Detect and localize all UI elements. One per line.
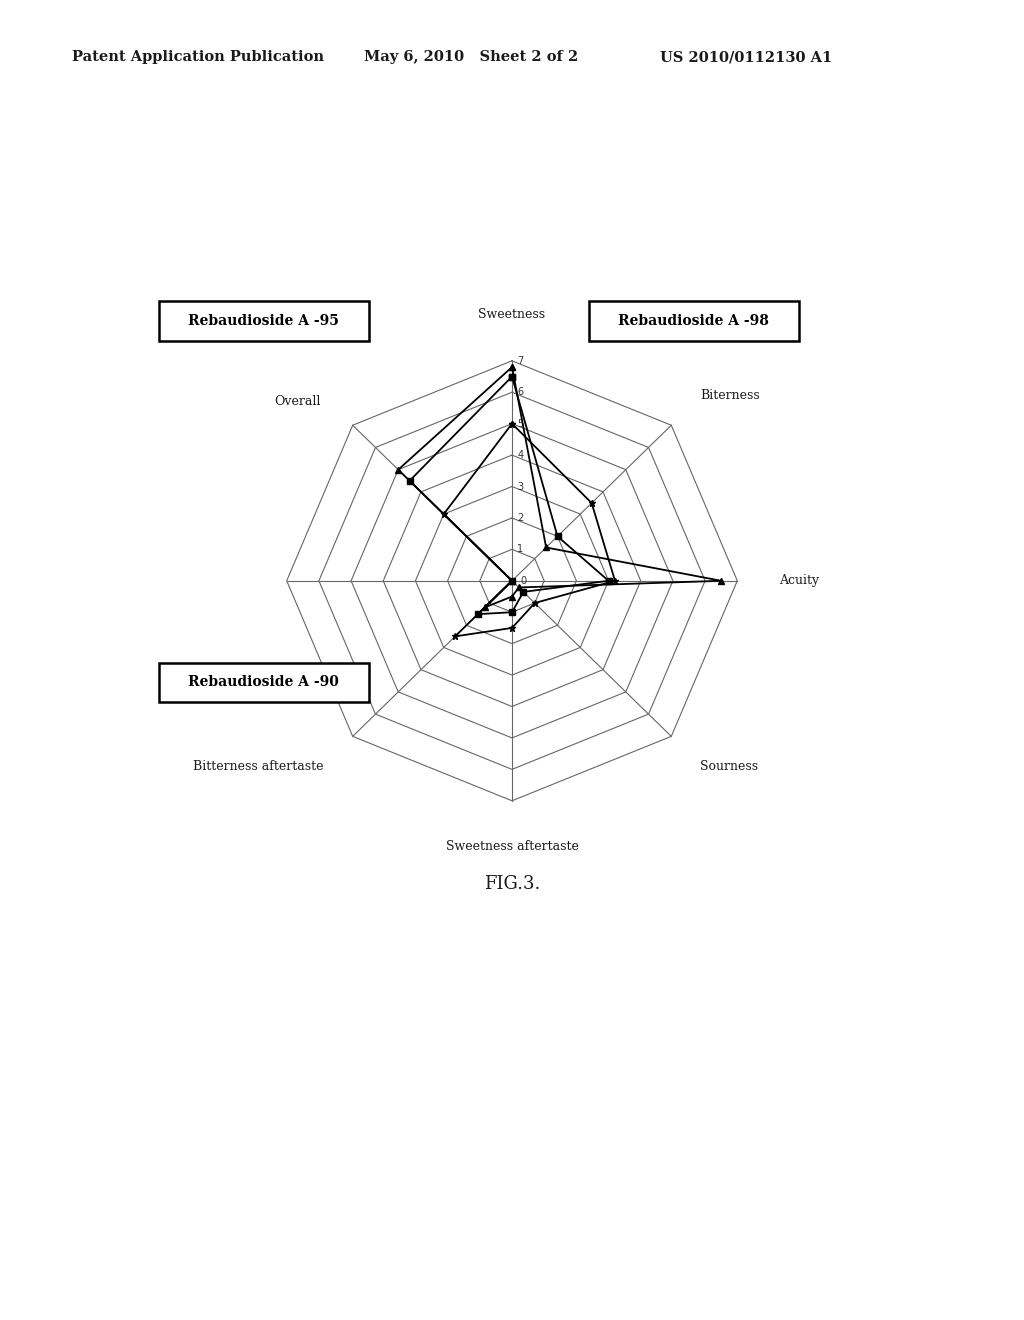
Text: 7: 7: [517, 356, 523, 366]
Text: Biterness: Biterness: [700, 389, 760, 401]
Text: Sweetness aftertaste: Sweetness aftertaste: [445, 841, 579, 854]
Text: Overall: Overall: [274, 396, 321, 408]
Text: US 2010/0112130 A1: US 2010/0112130 A1: [660, 50, 833, 65]
Text: 1: 1: [517, 544, 523, 554]
Text: Rebaudioside A -90: Rebaudioside A -90: [188, 676, 339, 689]
FancyBboxPatch shape: [589, 301, 799, 341]
Text: Sourness: Sourness: [700, 760, 759, 772]
Text: FIG.3.: FIG.3.: [483, 875, 541, 894]
FancyBboxPatch shape: [159, 301, 369, 341]
Text: 2: 2: [517, 513, 523, 523]
Text: Bitterness aftertaste: Bitterness aftertaste: [194, 760, 324, 772]
Text: 6: 6: [517, 387, 523, 397]
Text: Sweetness: Sweetness: [478, 308, 546, 321]
Text: May 6, 2010   Sheet 2 of 2: May 6, 2010 Sheet 2 of 2: [364, 50, 578, 65]
FancyBboxPatch shape: [159, 663, 369, 702]
Text: 4: 4: [517, 450, 523, 461]
Text: Patent Application Publication: Patent Application Publication: [72, 50, 324, 65]
Text: 5: 5: [517, 418, 523, 429]
Text: 0: 0: [520, 576, 526, 586]
Text: Rebaudioside A -98: Rebaudioside A -98: [618, 314, 769, 327]
Text: Acuity: Acuity: [779, 574, 819, 587]
Text: Rebaudioside A -95: Rebaudioside A -95: [188, 314, 339, 327]
Text: 3: 3: [517, 482, 523, 491]
